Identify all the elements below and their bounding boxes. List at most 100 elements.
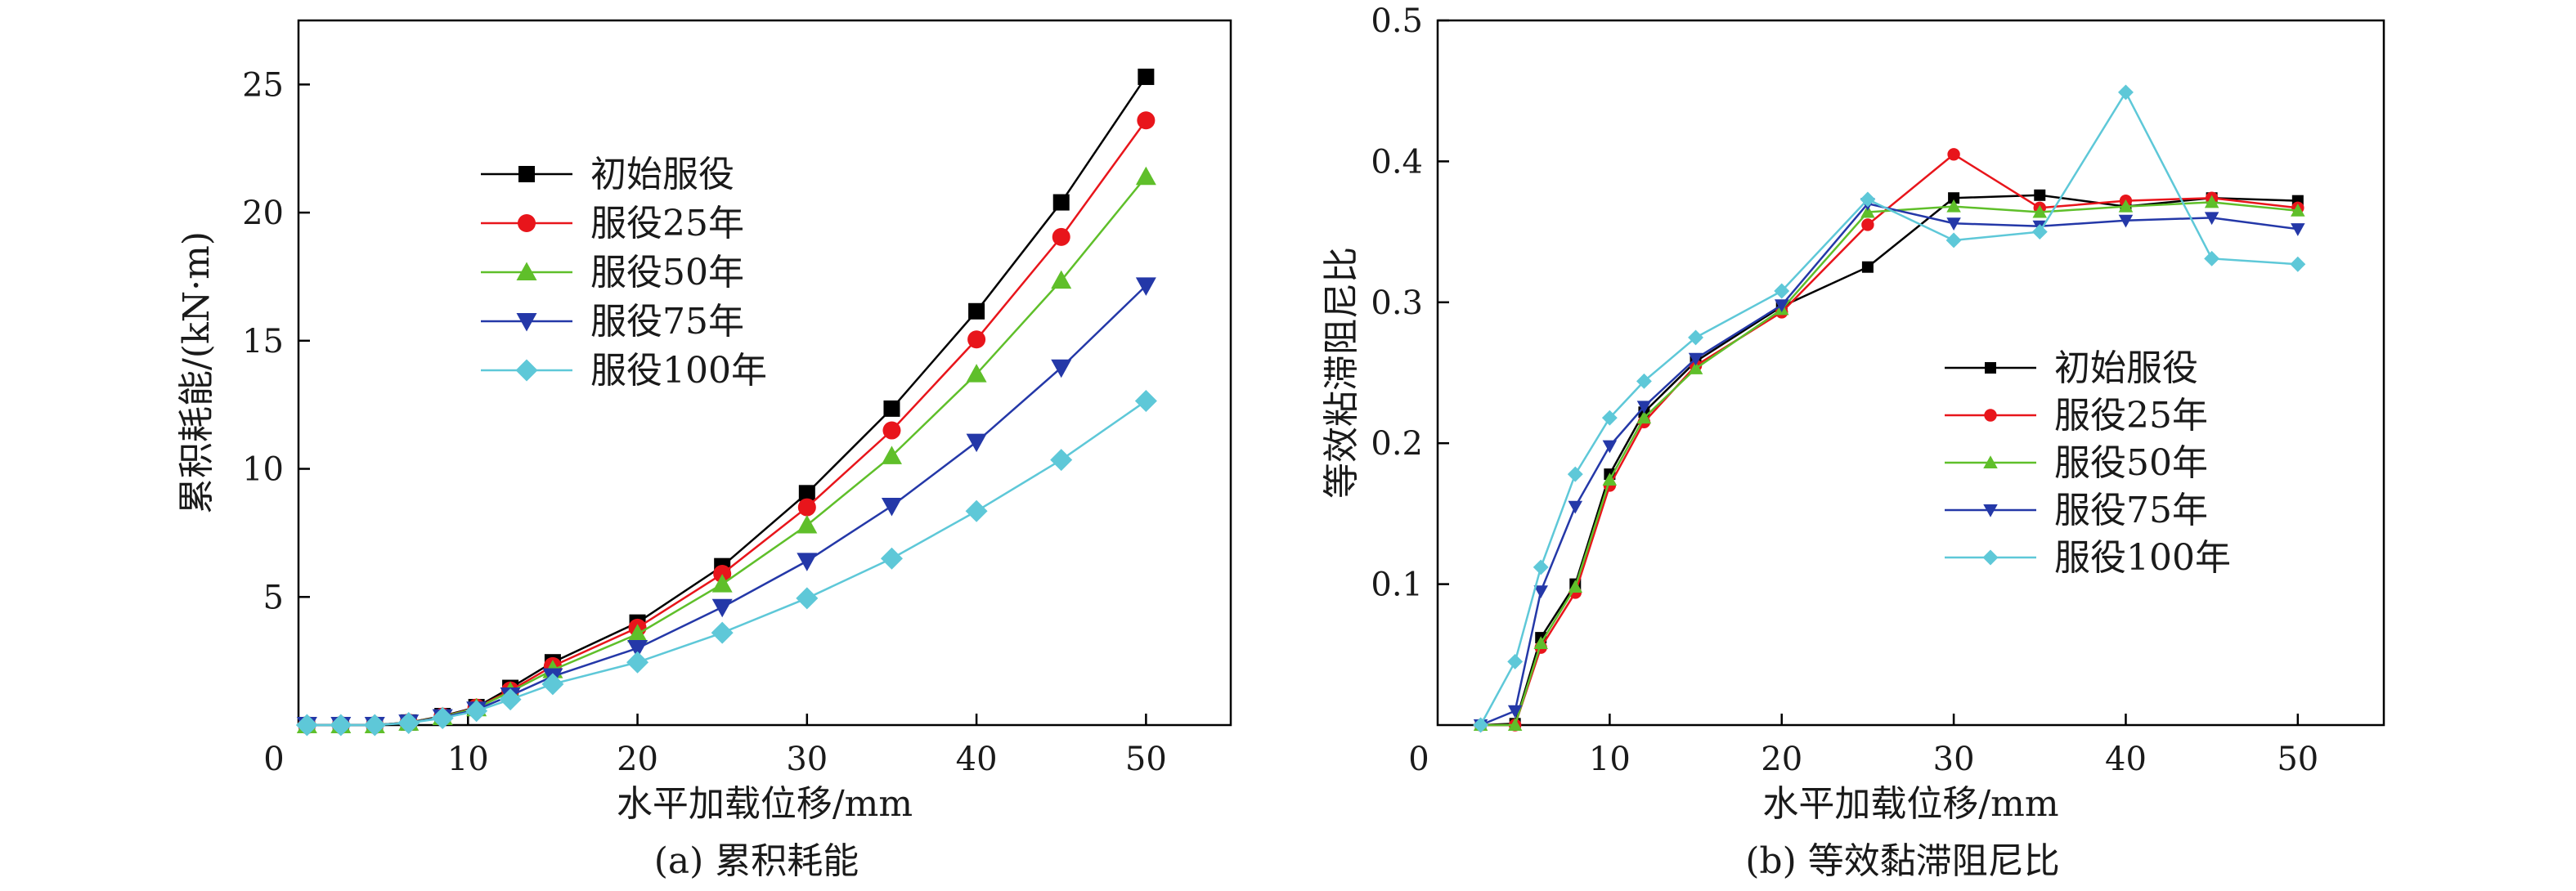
series-4-point <box>1051 359 1072 378</box>
legend-label: 服役100年 <box>2054 537 2231 579</box>
x-tick-label: 20 <box>1761 741 1802 778</box>
series-3-point <box>1946 199 1961 213</box>
series-3-point <box>966 364 987 383</box>
series-3-group <box>1473 195 2305 731</box>
series-5-point <box>1507 653 1524 669</box>
series-5-point <box>626 651 649 674</box>
origin-label: 0 <box>263 741 284 778</box>
series-2-point <box>1861 218 1874 231</box>
series-4-point <box>1533 585 1548 598</box>
series-5-point <box>711 621 734 644</box>
series-5-point <box>1860 191 1876 208</box>
series-5-point <box>295 714 318 737</box>
series-3-point <box>797 515 818 534</box>
legend-label: 服役75年 <box>2054 490 2208 531</box>
series-3-point <box>627 624 648 643</box>
series-5-point <box>1636 373 1652 389</box>
series-5-point <box>880 547 903 570</box>
x-axis-label: 水平加载位移/mm <box>617 783 913 825</box>
series-4-line <box>1480 202 2298 727</box>
series-3-point <box>2204 195 2219 208</box>
y-tick-label: 0.3 <box>1371 284 1423 322</box>
legend-swatch-marker <box>518 214 536 232</box>
legend-swatch-marker <box>1984 409 1997 422</box>
series-4-group <box>296 277 1156 736</box>
series-1-point <box>1861 261 1874 273</box>
series-1-line <box>1480 194 2298 727</box>
series-4-point <box>1636 401 1652 414</box>
series-5-point <box>1134 389 1157 412</box>
x-tick-label: 40 <box>2105 741 2147 778</box>
y-tick-label: 10 <box>242 451 284 489</box>
legend-swatch-marker <box>516 262 537 280</box>
series-5-point <box>541 673 564 696</box>
series-1-point <box>2034 189 2046 201</box>
y-tick-label: 0.2 <box>1371 425 1423 463</box>
series-5-point <box>499 688 522 711</box>
series-3-point <box>1533 636 1548 650</box>
y-tick-label: 0.5 <box>1371 2 1423 40</box>
x-tick-label: 50 <box>1125 741 1167 778</box>
series-2-point <box>882 421 901 440</box>
x-tick-label: 40 <box>956 741 998 778</box>
series-5-point <box>1533 559 1549 575</box>
origin-label: 0 <box>1408 741 1429 778</box>
legend-label: 初始服役 <box>590 154 734 195</box>
y-tick-label: 0.1 <box>1371 566 1423 604</box>
x-tick-label: 20 <box>617 741 658 778</box>
series-4-point <box>711 598 733 618</box>
series-5-point <box>465 700 488 723</box>
series-2-line <box>1480 153 2298 727</box>
series-4-point <box>1688 352 1703 366</box>
series-5-point <box>1601 410 1618 426</box>
series-4-point <box>2204 212 2219 226</box>
series-5-point <box>1688 329 1703 346</box>
series-3-point <box>1507 718 1523 731</box>
series-3-point <box>2032 204 2048 218</box>
x-tick-label: 10 <box>1589 741 1631 778</box>
series-5-point <box>1473 717 1489 733</box>
series-3-point <box>2291 203 2305 217</box>
series-4-point <box>797 553 818 571</box>
series-1-point <box>1052 194 1070 211</box>
series-1-point <box>883 400 900 417</box>
series-3-point <box>1636 410 1652 424</box>
series-4-point <box>627 639 648 659</box>
series-5-point <box>1567 466 1583 482</box>
legend-label: 服役75年 <box>590 301 744 343</box>
series-2-point <box>713 565 732 584</box>
series-4-point <box>1946 217 1961 231</box>
chart-caption: (b) 等效黏滞阻尼比 <box>1745 840 2059 882</box>
y-axis-label: 等效粘滞阻尼比 <box>1321 247 1362 499</box>
series-5-line <box>1479 90 2298 726</box>
series-3-point <box>1051 270 1072 289</box>
y-tick-label: 0.4 <box>1371 143 1423 181</box>
series-5-point <box>1945 232 1962 248</box>
legend-label: 服役25年 <box>2054 395 2208 437</box>
x-axis-label: 水平加载位移/mm <box>1762 783 2058 825</box>
series-1-point <box>1948 192 1960 204</box>
legend-label: 服役100年 <box>590 350 767 392</box>
series-3-point <box>1860 204 1875 218</box>
series-4-point <box>1774 299 1789 312</box>
series-2-point <box>1947 148 1960 161</box>
legend-swatch-marker <box>515 359 538 382</box>
series-5-point <box>397 711 420 734</box>
y-tick-label: 15 <box>242 323 284 360</box>
series-2-point <box>967 330 986 349</box>
series-2-point <box>797 498 816 517</box>
series-5-group <box>1473 84 2306 733</box>
series-4-group <box>1473 198 2305 732</box>
legend-label: 初始服役 <box>2054 347 2198 389</box>
series-3-point <box>711 574 733 593</box>
series-4-point <box>2118 214 2134 228</box>
plot-frame <box>1436 19 2385 727</box>
series-5-point <box>796 587 819 610</box>
series-3-line <box>1480 201 2298 727</box>
y-tick-label: 25 <box>242 66 284 104</box>
series-5-point <box>330 714 352 737</box>
series-5-point <box>2204 250 2220 266</box>
series-2-group <box>1474 148 2304 732</box>
